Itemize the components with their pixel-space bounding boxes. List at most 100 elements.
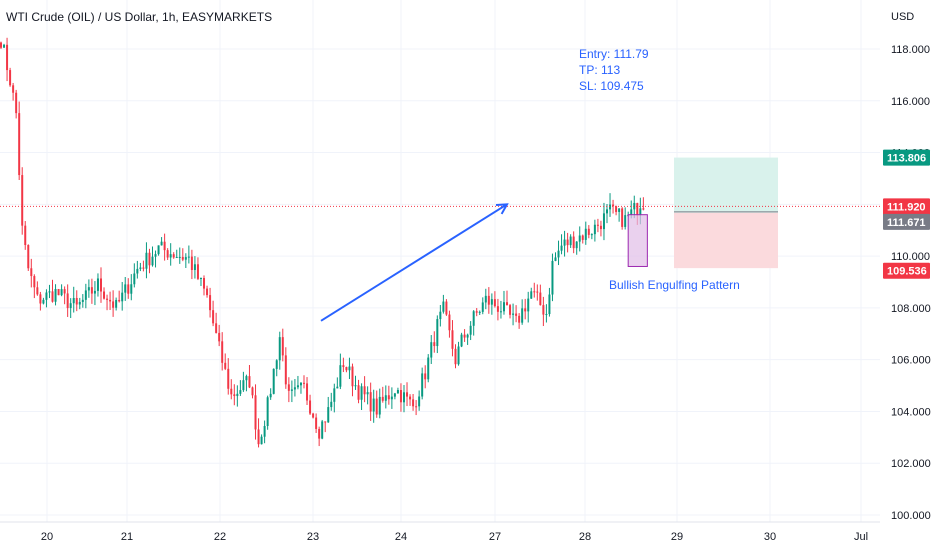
candle-body (624, 215, 627, 227)
candle-body (127, 284, 130, 294)
candle-body (181, 256, 184, 260)
trend-arrow[interactable] (320, 203, 509, 322)
candle-body (93, 290, 96, 294)
candle-body (12, 85, 15, 93)
candle-body (257, 429, 260, 445)
candle-body (566, 239, 569, 246)
candle-body (354, 385, 357, 387)
candle-body (284, 355, 287, 385)
candle-body (412, 399, 415, 407)
candle-body (493, 299, 496, 307)
candle-body (112, 301, 115, 308)
candle-body (393, 393, 396, 397)
candle-body (96, 278, 99, 291)
price-tick-label: 106.000 (891, 355, 931, 367)
candle-body (515, 313, 518, 316)
price-tick-label: 102.000 (891, 458, 931, 470)
candle-body (42, 299, 45, 304)
candle-body (169, 254, 172, 258)
take-profit-badge-bg (883, 149, 930, 166)
candle-body (318, 428, 321, 439)
stop-loss-zone[interactable] (674, 212, 778, 269)
candle-body (460, 334, 463, 347)
price-tick-label: 100.000 (891, 510, 931, 522)
candle-body (87, 287, 90, 291)
candle-body (51, 291, 54, 302)
candle-body (430, 342, 433, 358)
candle-body (312, 413, 315, 418)
candle-body (587, 228, 590, 235)
candle-body (530, 291, 533, 299)
candle-body (554, 257, 557, 261)
candle-body (584, 228, 587, 240)
candle-body (475, 311, 478, 313)
candle-body (469, 325, 472, 335)
candle-body (133, 273, 136, 285)
candle-body (309, 400, 312, 414)
candle-body (593, 224, 596, 235)
candle-body (287, 384, 290, 391)
candle-body (321, 421, 324, 439)
stop-loss-annotation: SL: 109.475 (579, 79, 644, 93)
candle-body (463, 334, 466, 338)
candle-body (63, 289, 66, 294)
last-price-badge: 111.920 (887, 201, 926, 213)
candle-body (3, 44, 6, 48)
candle-body (245, 376, 248, 381)
candle-body (581, 235, 584, 240)
candle-body (327, 407, 330, 423)
time-axis[interactable]: 20 21 22 23 24 27 28 29 30 Jul (0, 521, 880, 543)
candle-body (296, 385, 299, 388)
candle-body (633, 202, 636, 210)
candle-body (278, 337, 281, 361)
candle-body (454, 348, 457, 365)
candle-body (306, 383, 309, 401)
candle-body (39, 294, 42, 304)
candle-body (242, 380, 245, 391)
chart-title: WTI Crude (OIL) / US Dollar, 1h, EASYMAR… (6, 10, 272, 24)
currency-label: USD (891, 11, 914, 23)
candle-body (248, 376, 251, 388)
candle-body (215, 323, 218, 333)
candle-body (269, 393, 272, 398)
candle-body (599, 225, 602, 230)
candle-body (190, 256, 193, 271)
candle-body (333, 388, 336, 402)
candle-body (118, 299, 121, 302)
pattern-highlight-box[interactable] (627, 214, 648, 267)
candle-body (357, 385, 360, 400)
candle-body (345, 367, 348, 371)
candle-body (233, 394, 236, 397)
candle-body (203, 278, 206, 289)
candle-body (24, 225, 27, 246)
candle-body (578, 235, 581, 242)
candle-body (502, 302, 505, 312)
take-profit-zone[interactable] (674, 157, 778, 213)
trend-arrow-shaft (320, 203, 508, 322)
time-tick-label: 28 (579, 531, 591, 543)
candle-body (509, 305, 512, 315)
candle-body (212, 310, 215, 324)
candle-body (375, 398, 378, 415)
candle-body (336, 386, 339, 389)
candle-body (136, 268, 139, 274)
candle-body (527, 298, 530, 312)
price-tick-label: 116.000 (891, 96, 930, 108)
candle-body (499, 311, 502, 313)
time-tick-label: 21 (121, 531, 133, 543)
candle-body (524, 308, 527, 312)
stop-loss-badge-bg (883, 262, 930, 279)
candle-body (427, 357, 430, 380)
candle-body (199, 278, 202, 280)
candle-body (109, 299, 112, 302)
take-profit-badge: 113.806 (887, 153, 926, 165)
candle-body (363, 386, 366, 395)
candle-body (448, 314, 451, 331)
candle-body (166, 250, 169, 258)
candle-body (366, 392, 369, 395)
candle-body (72, 298, 75, 304)
candle-body (281, 337, 284, 356)
candle-body (642, 208, 645, 210)
candle-body (609, 204, 612, 210)
